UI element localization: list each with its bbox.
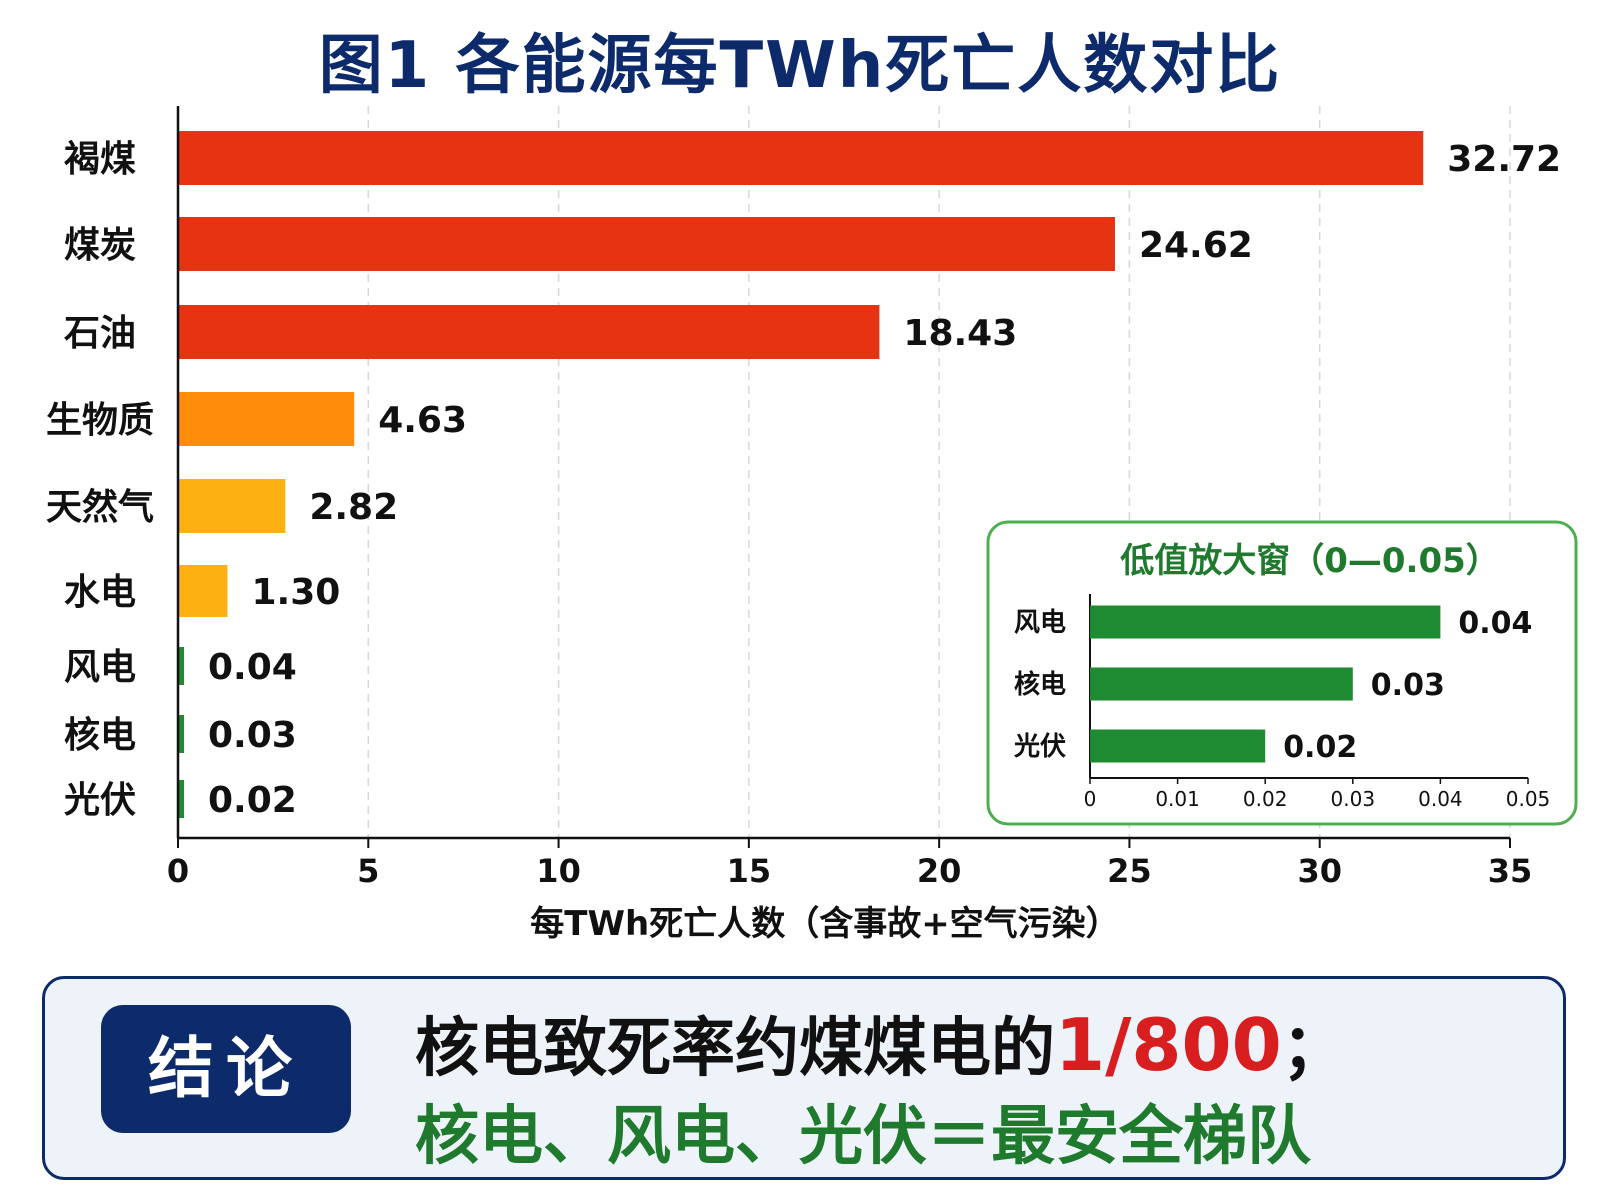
inset-tick-label: 0.02 [1243,787,1288,811]
bar-1 [178,131,1424,185]
value-label: 2.82 [309,487,398,528]
conclusion-line-2: 核电、风电、光伏＝最安全梯队 [415,1100,1311,1174]
conclusion-box: 结论 核电致死率约煤煤电的1/800； 核电、风电、光伏＝最安全梯队 [42,976,1566,1180]
value-label: 0.02 [208,780,297,821]
x-tick-label: 5 [357,852,379,890]
bars: 褐煤 32.72 煤炭 24.62 石油 18.43 生物质 4.63 天然气 2.82 水电 1.3… [46,131,1561,821]
value-label: 0.04 [208,647,297,688]
category-label: 风电 [64,647,136,688]
bar-4 [178,392,355,446]
conclusion-line-1-suffix: ； [1281,1012,1346,1086]
x-tick-label: 20 [917,852,962,890]
inset-value-label: 0.03 [1371,668,1445,703]
inset-tick-label: 0.05 [1506,787,1551,811]
x-tick-label: 10 [536,852,581,890]
inset-value-label: 0.02 [1283,730,1357,765]
bar-3 [178,305,880,359]
value-label: 32.72 [1447,139,1561,180]
conclusion-badge: 结论 [101,1005,351,1133]
inset-title: 低值放大窗（0—0.05） [1120,541,1500,581]
chart-title: 图1 各能源每TWh死亡人数对比 [318,29,1282,103]
x-tick-label: 15 [727,852,772,890]
inset-bars: 0 0.01 0.02 0.03 0.04 0.05 风电 0.04 核电 0.03 光伏 0.02 [1013,594,1550,811]
conclusion-line-1: 核电致死率约煤煤电的1/800； [415,997,1346,1089]
inset-zoom-window: 低值放大窗（0—0.05） 0 0.01 0.02 0.03 0.04 0.05 风电 0.0… [986,520,1578,826]
inset-tick-label: 0.03 [1331,787,1376,811]
category-label: 水电 [64,572,136,613]
conclusion-line-1-prefix: 核电致死率约煤煤电的 [415,1012,1055,1086]
value-label: 24.62 [1139,225,1253,266]
inset-bar-2 [1090,667,1353,701]
category-label: 天然气 [46,486,154,528]
inset-tick-label: 0.04 [1418,787,1463,811]
inset-category-label: 风电 [1014,608,1066,638]
category-label: 核电 [64,715,136,756]
bar-6 [178,565,228,617]
value-label: 1.30 [251,572,340,613]
inset-tick-label: 0 [1084,787,1097,811]
bar-chart: 褐煤 32.72 煤炭 24.62 石油 18.43 生物质 4.63 天然气 2.82 水电 1.3… [46,106,1578,944]
inset-category-label: 核电 [1014,669,1066,700]
inset-tick-label: 0.01 [1155,787,1200,811]
bar-2 [178,217,1115,271]
conclusion-ratio-highlight: 1/800 [1055,1003,1282,1087]
category-label: 褐煤 [64,139,136,180]
x-axis-title: 每TWh死亡人数（含事故+空气污染） [530,904,1119,944]
bar-9 [178,780,184,818]
bar-8 [178,715,184,753]
value-label: 4.63 [378,400,467,441]
x-tick-label: 25 [1107,852,1152,890]
inset-value-label: 0.04 [1458,606,1532,641]
category-label: 煤炭 [64,225,136,266]
inset-category-label: 光伏 [1013,732,1066,762]
x-tick-label: 0 [167,852,189,890]
value-label: 18.43 [903,313,1017,354]
bar-7 [178,647,184,685]
category-label: 石油 [64,313,136,354]
x-tick-label: 35 [1488,852,1533,890]
inset-bar-1 [1090,605,1441,639]
category-label: 生物质 [46,400,154,441]
inset-bar-3 [1090,729,1266,763]
x-tick-label: 30 [1297,852,1342,890]
category-label: 光伏 [64,780,136,821]
value-label: 0.03 [208,715,297,756]
axes: 0 5 10 15 20 25 30 35 [167,106,1532,890]
bar-5 [178,479,286,533]
